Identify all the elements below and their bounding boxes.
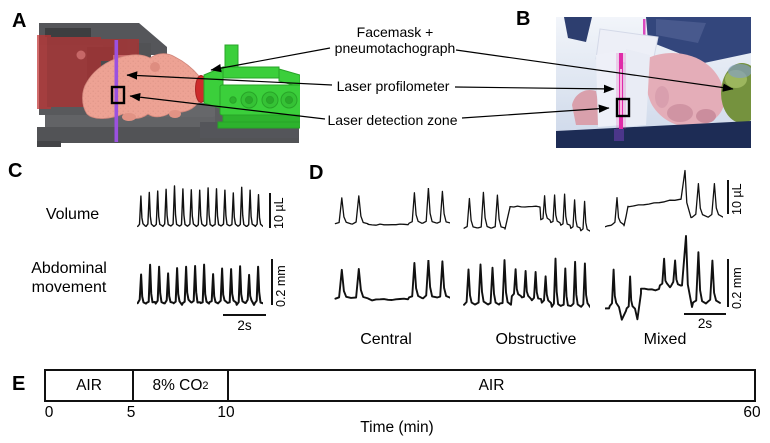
movement-scalebar-c — [271, 259, 273, 305]
gas-segment-air-2-label: AIR — [478, 376, 505, 394]
panel-a-label: A — [12, 10, 27, 32]
volume-scalebar-c-label: 10 µL — [272, 197, 286, 229]
obstructive-abdominal-trace — [463, 257, 590, 309]
laser-detection-zone-box-b — [615, 97, 631, 118]
detection-zone-annotation: Laser detection zone — [327, 112, 458, 128]
abdominal-label-line2: movement — [31, 279, 107, 296]
volume-trace-baseline — [137, 185, 263, 228]
timeline-axis-label: Time (min) — [360, 419, 434, 436]
panel-b-label: B — [516, 8, 531, 30]
clamp-dark — [564, 17, 592, 42]
timeline-tick-0: 0 — [44, 404, 54, 421]
abdominal-trace-label: Abdominal movement — [14, 259, 124, 297]
timeline-tick-10: 10 — [217, 404, 235, 421]
panel-a-illustration — [37, 23, 300, 147]
condition-label-obstructive: Obstructive — [495, 331, 577, 348]
gas-timeline-bar: AIR 8% CO 2 AIR — [44, 369, 756, 402]
timeline-tick-5: 5 — [126, 404, 136, 421]
volume-scalebar-d-label: 10 µL — [730, 183, 744, 215]
profilometer-annotation: Laser profilometer — [336, 78, 450, 94]
abdominal-label-line1: Abdominal — [31, 260, 107, 277]
time-scalebar-c — [223, 314, 266, 316]
movement-scalebar-d — [727, 259, 729, 307]
volume-scalebar-d — [727, 180, 729, 214]
facemask-annotation-line1: Facemask + — [356, 24, 434, 40]
panel-c-label: C — [8, 160, 23, 182]
panel-e-label: E — [12, 373, 26, 395]
abdominal-trace-baseline — [137, 263, 263, 306]
gas-segment-air-1-label: AIR — [76, 376, 102, 394]
volume-trace-label: Volume — [45, 206, 100, 223]
gas-segment-air-1: AIR — [46, 371, 132, 400]
movement-scalebar-d-label: 0.2 mm — [730, 267, 744, 309]
mixed-volume-trace — [605, 169, 723, 228]
mixed-abdominal-trace — [605, 235, 721, 321]
central-volume-trace — [334, 188, 450, 226]
timeline-tick-60: 60 — [743, 404, 761, 421]
time-scalebar-d — [684, 313, 726, 315]
movement-scalebar-c-label: 0.2 mm — [274, 265, 288, 307]
panel-d-label: D — [309, 162, 324, 184]
time-scalebar-c-label: 2s — [237, 318, 252, 333]
gas-segment-co2: 8% CO 2 — [132, 371, 227, 400]
obstructive-volume-trace — [463, 191, 590, 232]
time-scalebar-d-label: 2s — [697, 316, 713, 331]
laser-line-render — [114, 40, 119, 142]
gas-segment-air-2: AIR — [227, 371, 754, 400]
facemask-annotation: Facemask + pneumotachograph — [300, 24, 490, 56]
volume-scalebar-c — [269, 193, 271, 228]
condition-label-central: Central — [360, 331, 412, 348]
gas-segment-co2-label: 8% CO — [152, 376, 203, 394]
central-abdominal-trace — [334, 260, 450, 302]
facemask-annotation-line2: pneumotachograph — [334, 40, 456, 56]
condition-label-mixed: Mixed — [643, 331, 687, 348]
laser-detection-zone-box-a — [110, 85, 126, 105]
base-photo — [556, 121, 751, 148]
panel-b-photo — [556, 17, 751, 148]
